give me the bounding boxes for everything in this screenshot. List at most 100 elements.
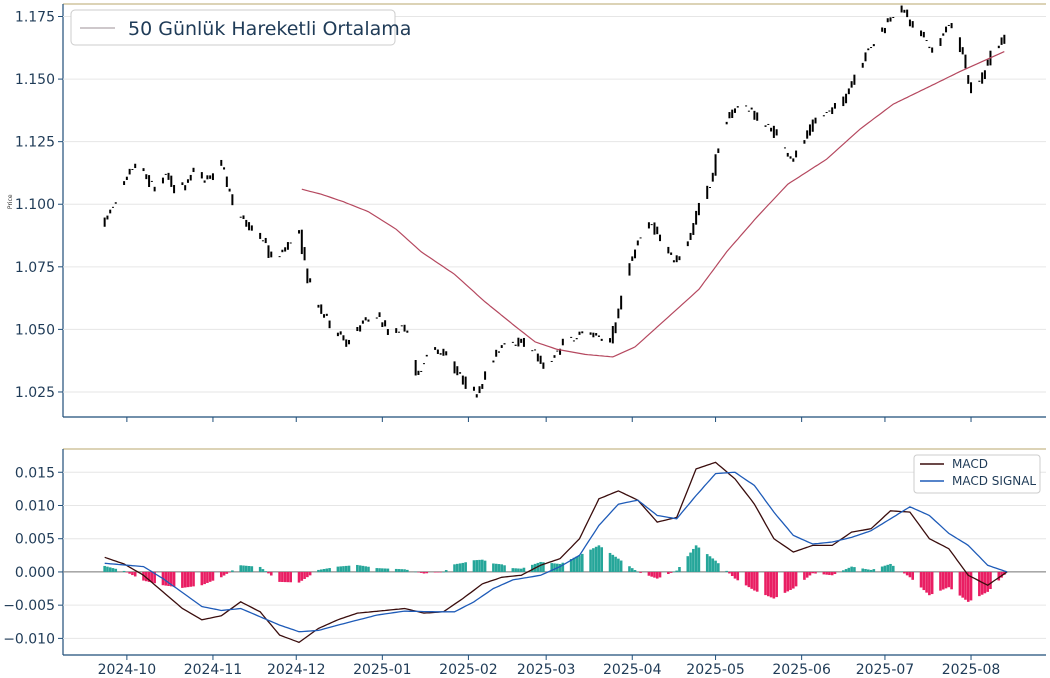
candle-body [628,263,631,276]
histogram-bar [131,571,134,576]
candle-body [639,237,642,239]
candle-body [495,349,498,357]
histogram-bar [286,571,290,583]
candle-body [211,173,214,181]
candle-body [434,347,437,350]
histogram-bar [519,568,523,572]
histogram-bar [891,565,895,572]
candle-body [942,33,945,36]
histogram-bar [600,547,604,572]
candle-body [970,82,973,94]
x-tick-label: 2025-04 [603,662,662,678]
histogram-bar [147,571,151,582]
candle-body [559,348,562,355]
candle-body [950,23,953,29]
candle-body [981,72,984,84]
candle-body [267,245,270,258]
histogram-bar [650,571,653,577]
candle-body [692,223,695,235]
histogram-bar [905,571,909,576]
histogram-bar [192,571,195,587]
candle-body [303,247,306,261]
candle-body [472,386,475,391]
candle-body [908,19,911,27]
candle-body [931,47,934,53]
histogram-bar [853,567,856,572]
candle-body [406,330,409,333]
candle-body [250,225,253,231]
candle-body [808,124,811,136]
histogram-bar [708,556,712,572]
x-tick-label: 2025-02 [439,662,498,678]
histogram-bar [847,567,851,572]
candle-body [786,152,789,157]
histogram-bar [647,571,651,576]
histogram-bar [103,565,106,572]
candle-body [186,179,189,183]
candle-body [697,202,700,216]
histogram-bar [219,571,223,578]
histogram-bar [511,568,515,572]
histogram-bar [805,571,809,578]
histogram-bar [775,571,778,598]
candle-body [131,169,134,171]
histogram-bar [944,571,948,589]
candle-body [384,320,387,327]
y-tick-label: −0.010 [3,631,55,647]
candle-body [892,16,895,18]
histogram-bar [950,571,953,590]
candle-body [709,187,712,189]
y-tick-label: 1.175 [15,10,55,26]
candle-body [497,351,500,353]
histogram-bar [553,563,556,572]
x-tick-label: 2025-03 [517,662,576,678]
histogram-bar [883,565,887,572]
histogram-bar [619,560,623,572]
candle-body [667,246,670,254]
x-tick-label: 2025-07 [856,662,915,678]
histogram-bar [811,571,815,574]
histogram-bar [636,571,640,573]
candle-body [986,59,989,66]
candle-body [420,370,423,372]
candle-body [883,27,886,34]
candle-body [614,322,617,334]
histogram-bar [747,571,751,588]
candle-body [806,130,809,139]
candle-body [336,332,339,337]
x-tick-label: 2025-01 [353,662,412,678]
candle-body [872,44,875,47]
histogram-bar [580,553,584,572]
histogram-bar [108,567,112,572]
candle-body [436,349,439,354]
candle-body [581,331,584,334]
candle-body [503,343,506,345]
candle-body [128,168,131,175]
histogram-bar [744,571,748,586]
candle-body [367,319,370,322]
candle-body [453,361,456,374]
histogram-bar [630,568,634,572]
histogram-bar [183,571,187,588]
histogram-bar [308,571,312,576]
histogram-bar [658,571,662,578]
histogram-bar [475,560,479,572]
histogram-bar [492,563,495,572]
histogram-bar [153,571,156,584]
histogram-bar [536,562,540,572]
y-tick-label: 0.005 [15,532,55,548]
histogram-bar [617,558,620,572]
histogram-bar [803,571,806,580]
candle-body [961,47,964,55]
histogram-bar [425,571,429,574]
histogram-bar [850,566,853,572]
x-tick-label: 2024-10 [98,662,157,678]
candle-body [184,185,187,191]
candle-body [983,70,986,80]
candle-body [364,317,367,321]
histogram-bar [319,569,323,572]
candle-body [650,224,653,226]
histogram-bar [989,571,992,590]
histogram-bar [478,559,481,572]
candle-body [767,123,770,125]
